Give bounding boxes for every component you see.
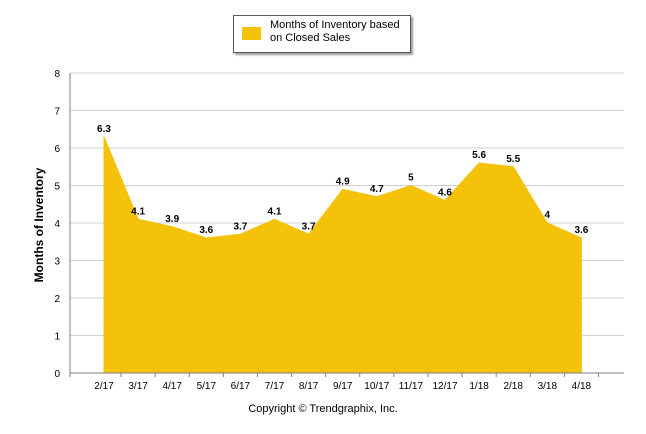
data-label: 3.6 bbox=[199, 225, 213, 236]
y-tick-label: 6 bbox=[54, 144, 60, 155]
data-label: 5 bbox=[408, 173, 414, 184]
x-tick-label: 1/18 bbox=[469, 381, 489, 392]
x-tick-label: 2/17 bbox=[94, 381, 114, 392]
data-label: 4.6 bbox=[438, 188, 452, 199]
y-tick-label: 4 bbox=[54, 219, 60, 230]
x-tick-label: 12/17 bbox=[432, 381, 457, 392]
y-tick-label: 5 bbox=[54, 182, 60, 193]
x-tick-label: 4/17 bbox=[162, 381, 182, 392]
x-tick-label: 4/18 bbox=[572, 381, 592, 392]
legend: Months of Inventory based on Closed Sale… bbox=[233, 15, 411, 53]
data-label: 4.7 bbox=[370, 184, 384, 195]
x-tick-label: 11/17 bbox=[399, 381, 424, 392]
data-label: 3.9 bbox=[165, 214, 179, 225]
data-label: 4.1 bbox=[268, 206, 282, 217]
x-tick-label: 2/18 bbox=[503, 381, 523, 392]
y-tick-label: 0 bbox=[54, 369, 60, 380]
y-tick-label: 7 bbox=[54, 107, 60, 118]
y-tick-label: 8 bbox=[54, 69, 60, 80]
area-fill bbox=[103, 136, 582, 374]
data-label: 5.5 bbox=[506, 154, 520, 165]
copyright-footer: Copyright © Trendgraphix, Inc. bbox=[248, 403, 398, 415]
x-tick-label: 5/17 bbox=[197, 381, 217, 392]
legend-label: Months of Inventory based on Closed Sale… bbox=[270, 19, 400, 44]
x-tick-label: 10/17 bbox=[364, 381, 389, 392]
area-series bbox=[103, 136, 582, 374]
data-label: 6.3 bbox=[97, 124, 111, 135]
x-tick-label: 3/17 bbox=[128, 381, 148, 392]
x-tick-label: 6/17 bbox=[231, 381, 251, 392]
data-labels: 6.3 4.1 3.9 3.6 3.7 4.1 3.7 4.9 4.7 5 4.6 5.6 5.5 4 3.… bbox=[97, 124, 589, 236]
data-label: 3.7 bbox=[302, 221, 316, 232]
legend-swatch bbox=[242, 27, 261, 40]
y-axis-title: Months of Inventory bbox=[32, 167, 46, 282]
data-label: 5.6 bbox=[472, 150, 486, 161]
y-tick-label: 1 bbox=[54, 332, 60, 343]
x-tick-label: 9/17 bbox=[333, 381, 353, 392]
x-tick-label: 7/17 bbox=[265, 381, 285, 392]
axes: 0 1 2 3 4 5 6 7 8 2/17 3/17 4/17 5/17 6/17 7/17 8/17 9/1… bbox=[54, 69, 624, 392]
data-label: 3.7 bbox=[233, 221, 247, 232]
data-label: 4.1 bbox=[131, 206, 145, 217]
x-tick-label: 3/18 bbox=[538, 381, 558, 392]
data-label: 4.9 bbox=[336, 176, 350, 187]
y-tick-label: 3 bbox=[54, 257, 60, 268]
data-label: 3.6 bbox=[574, 225, 588, 236]
x-tick-label: 8/17 bbox=[299, 381, 319, 392]
y-tick-label: 2 bbox=[54, 294, 60, 305]
data-label: 4 bbox=[545, 210, 551, 221]
